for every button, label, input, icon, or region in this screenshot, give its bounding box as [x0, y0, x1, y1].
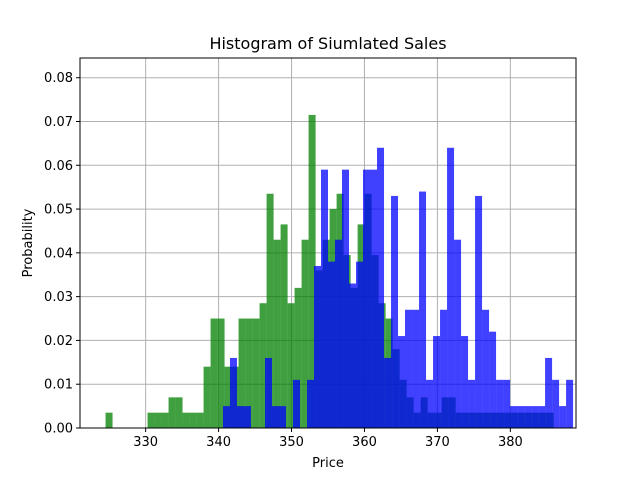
histogram-bar-series-2: [475, 195, 483, 428]
y-tick-label: 0.03: [44, 290, 73, 305]
histogram-bar-series-1: [224, 366, 232, 428]
x-tick-label: 340: [206, 435, 231, 450]
histogram-bar-series-2: [468, 379, 476, 428]
histogram-bar-series-1: [147, 412, 155, 428]
histogram-bar-series-1: [252, 318, 260, 428]
x-tick-label: 370: [425, 435, 450, 450]
x-tick-label: 330: [133, 435, 158, 450]
histogram-bar-series-2: [440, 309, 448, 428]
y-axis-ticks: 0.00 0.01 0.02 0.03 0.04 0.05 0.06 0.07 0.08: [44, 71, 80, 437]
histogram-bar-series-1: [287, 303, 295, 428]
histogram-bar-series-2: [566, 379, 574, 428]
histogram-bar-series-1: [280, 224, 288, 428]
y-tick-label: 0.04: [44, 246, 73, 261]
histogram-bar-series-1: [189, 412, 197, 428]
histogram-bar-series-1: [210, 318, 218, 428]
histogram-bar-series-2: [278, 406, 286, 428]
histogram-bar-series-2: [559, 406, 567, 428]
histogram-bar-series-2: [531, 406, 539, 428]
histogram-bar-series-1: [105, 412, 113, 428]
histogram-bar-series-2: [524, 406, 532, 428]
x-tick-label: 380: [498, 435, 523, 450]
plot-frame: [79, 57, 577, 429]
y-tick-label: 0.01: [44, 378, 73, 393]
histogram-bar-series-2: [405, 309, 413, 428]
histogram-bar-series-2: [496, 379, 504, 428]
histogram-bar-series-1: [196, 412, 204, 428]
histogram-bar-series-1: [154, 412, 162, 428]
histogram-bar-series-2: [433, 336, 441, 428]
histogram-bar-series-2: [292, 379, 300, 428]
histogram-bar-series-2: [328, 261, 336, 428]
histogram-bar-series-1: [266, 193, 274, 428]
histogram-bar-series-2: [264, 357, 272, 428]
histogram-bar-series-1: [203, 366, 211, 428]
histogram-bar-series-1: [301, 239, 309, 428]
histogram-bar-series-1: [175, 397, 183, 428]
histogram-bar-series-1: [168, 397, 176, 428]
histogram-bar-series-2: [412, 309, 420, 428]
histogram-bar-series-2: [306, 379, 314, 428]
histogram-bar-series-2: [419, 191, 427, 428]
histogram-bar-series-2: [503, 379, 511, 428]
chart-title: Histogram of Siumlated Sales: [209, 34, 446, 53]
y-tick-label: 0.00: [44, 422, 73, 437]
histogram-bar-series-2: [370, 169, 378, 428]
histogram-bar-series-1: [308, 114, 316, 428]
histogram-bar-series-2: [222, 406, 230, 428]
bars: [105, 114, 574, 429]
y-axis-label: Probability: [21, 208, 36, 277]
histogram-bar-series-2: [545, 357, 553, 428]
x-tick-label: 360: [352, 435, 377, 450]
x-tick-label: 350: [279, 435, 304, 450]
histogram-bar-series-2: [510, 406, 518, 428]
histogram-bar-series-2: [236, 406, 244, 428]
histogram-bar-series-2: [454, 239, 462, 428]
histogram-bar-series-2: [349, 283, 357, 428]
histogram-bar-series-2: [517, 406, 525, 428]
histogram-bar-series-1: [245, 318, 253, 428]
histogram-bar-series-1: [182, 412, 190, 428]
histogram-bar-series-2: [538, 406, 546, 428]
histogram-bar-series-1: [259, 303, 267, 428]
histogram-bar-series-2: [313, 265, 321, 428]
histogram-bar-series-1: [238, 318, 246, 428]
histogram-bar-series-2: [447, 147, 455, 429]
histogram-bar-series-2: [552, 379, 560, 428]
y-tick-label: 0.08: [44, 71, 73, 86]
histogram-bar-series-2: [229, 357, 237, 428]
histogram-bar-series-2: [482, 309, 490, 428]
y-tick-label: 0.06: [44, 159, 73, 174]
histogram-bar-series-2: [243, 406, 251, 428]
histogram-bar-series-1: [294, 287, 302, 428]
histogram-bar-series-2: [391, 195, 399, 428]
histogram-bar-series-2: [461, 336, 469, 428]
grid: [80, 58, 576, 429]
histogram-bar-series-1: [161, 412, 169, 428]
y-tick-label: 0.05: [44, 203, 73, 218]
histogram-bar-series-2: [342, 169, 350, 428]
x-axis-label: Price: [312, 456, 344, 471]
histogram-bar-series-1: [217, 318, 225, 428]
histogram-bar-series-2: [384, 357, 392, 428]
histogram-bar-series-2: [320, 169, 328, 428]
histogram-bar-series-2: [377, 147, 385, 429]
histogram-bar-series-2: [335, 239, 343, 428]
histogram-bar-series-1: [273, 239, 281, 428]
x-axis-ticks: 330 340 350 360 370 380: [133, 428, 523, 450]
histogram-bar-series-2: [398, 336, 406, 428]
histogram-bar-series-2: [489, 331, 497, 428]
histogram-bar-series-2: [426, 379, 434, 428]
histogram-bar-series-2: [271, 406, 279, 428]
y-tick-label: 0.02: [44, 334, 73, 349]
histogram-bar-series-2: [356, 261, 364, 428]
histogram-bar-series-2: [363, 169, 371, 428]
y-tick-label: 0.07: [44, 115, 73, 130]
